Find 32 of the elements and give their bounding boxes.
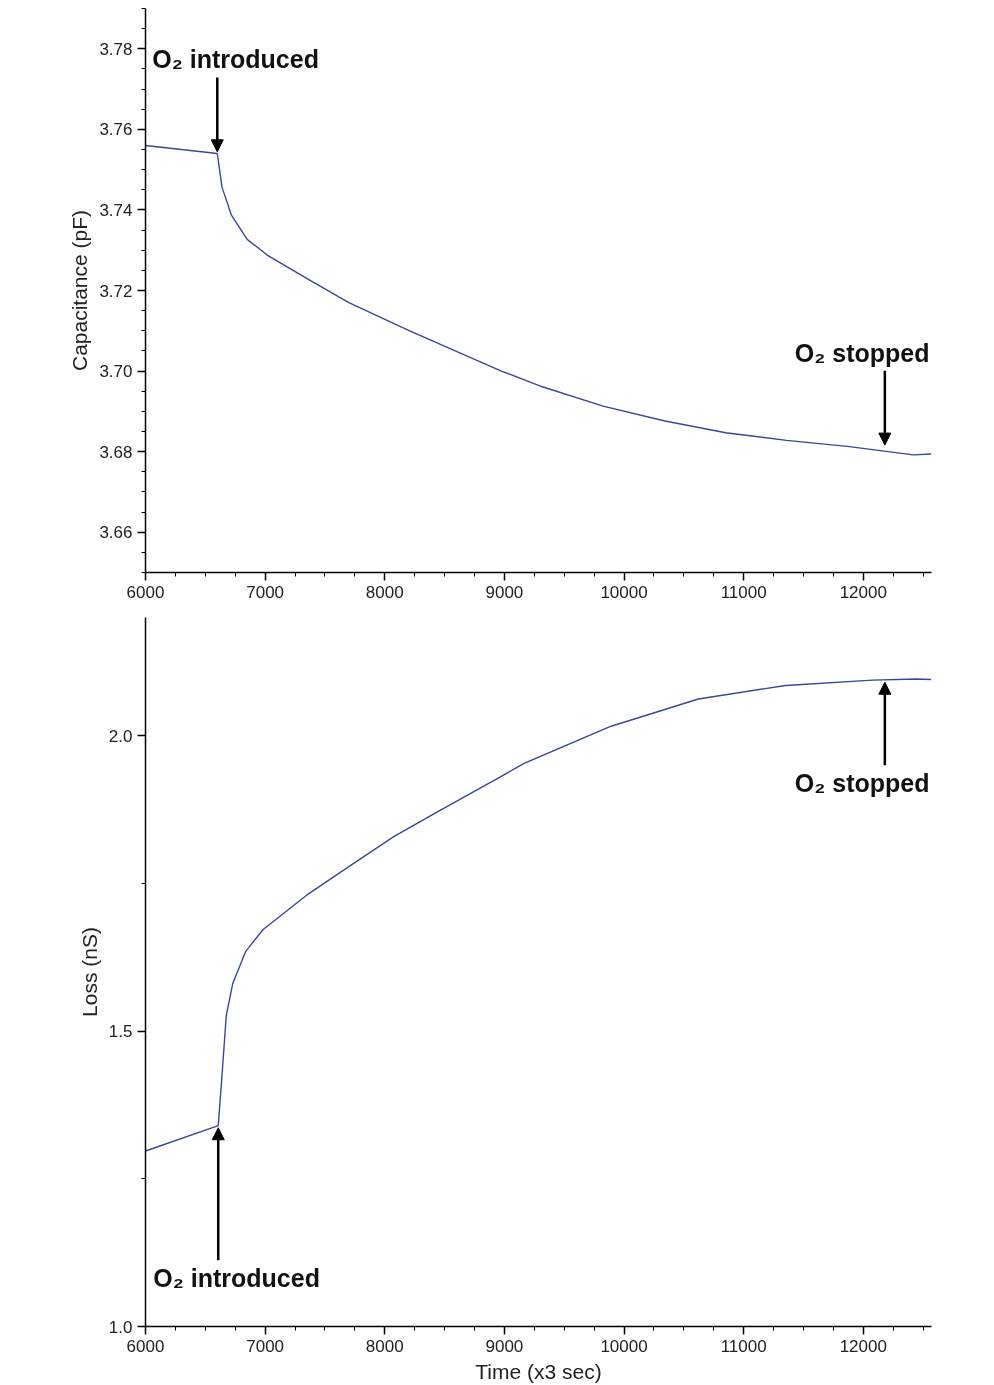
y-tick-label: 1.0 xyxy=(108,1317,133,1337)
x-tick-label: 7000 xyxy=(246,582,285,602)
annotation: O₂ introduced xyxy=(153,1264,320,1293)
y-tick-label: 3.76 xyxy=(99,120,133,140)
x-tick-label: 10000 xyxy=(600,582,648,602)
x-tick-label: 12000 xyxy=(839,582,887,602)
x-axis-title: Time (x3 sec) xyxy=(475,1359,602,1383)
y-tick-label: 3.74 xyxy=(99,200,133,220)
x-tick-label: 11000 xyxy=(720,582,767,602)
y-tick-label: 1.5 xyxy=(108,1022,133,1042)
y-tick-label: 3.70 xyxy=(99,362,133,382)
x-tick-label: 8000 xyxy=(365,582,404,602)
y-tick-label: 3.72 xyxy=(99,281,133,301)
x-tick-label: 6000 xyxy=(126,582,165,602)
annotation: O₂ introduced xyxy=(152,45,319,74)
y-tick-label: 3.68 xyxy=(99,442,133,462)
x-tick-label: 7000 xyxy=(246,1336,285,1356)
y-axis-title: Capacitance (pF) xyxy=(68,209,92,372)
x-tick-label: 8000 xyxy=(365,1336,404,1356)
x-tick-label: 6000 xyxy=(126,1336,165,1356)
y-tick-label: 3.78 xyxy=(99,39,133,59)
x-tick-label: 9000 xyxy=(485,582,524,602)
x-tick-label: 10000 xyxy=(600,1336,648,1356)
annotation: O₂ stopped xyxy=(794,769,930,798)
y-tick-label: 2.0 xyxy=(108,726,133,746)
x-tick-label: 12000 xyxy=(839,1336,887,1356)
y-axis-title: Loss (nS) xyxy=(77,927,101,1017)
line-series xyxy=(145,678,932,1152)
annotation: O₂ stopped xyxy=(794,338,930,367)
y-tick-label: 3.66 xyxy=(99,523,133,543)
x-tick-label: 11000 xyxy=(720,1336,767,1356)
x-tick-label: 9000 xyxy=(485,1336,524,1356)
